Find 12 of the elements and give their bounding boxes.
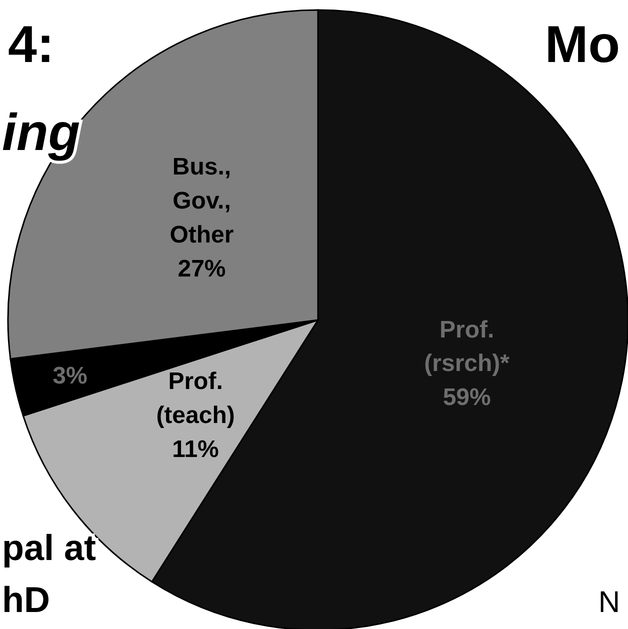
slice-label: Prof. (rsrch)* [424,316,510,378]
data-label: 11% [172,436,219,463]
data-label: 27% [178,255,226,282]
text: 4: [8,16,54,74]
slice-label: Bus., Gov., Other [170,153,234,248]
data-label: 59% [442,384,491,412]
text: hD [2,579,50,620]
slice-label: Prof. (teach) [156,368,235,429]
text: pal at [2,527,96,568]
text: N [598,586,620,619]
data-label: 3% [52,362,88,390]
text: Mo [544,16,620,74]
